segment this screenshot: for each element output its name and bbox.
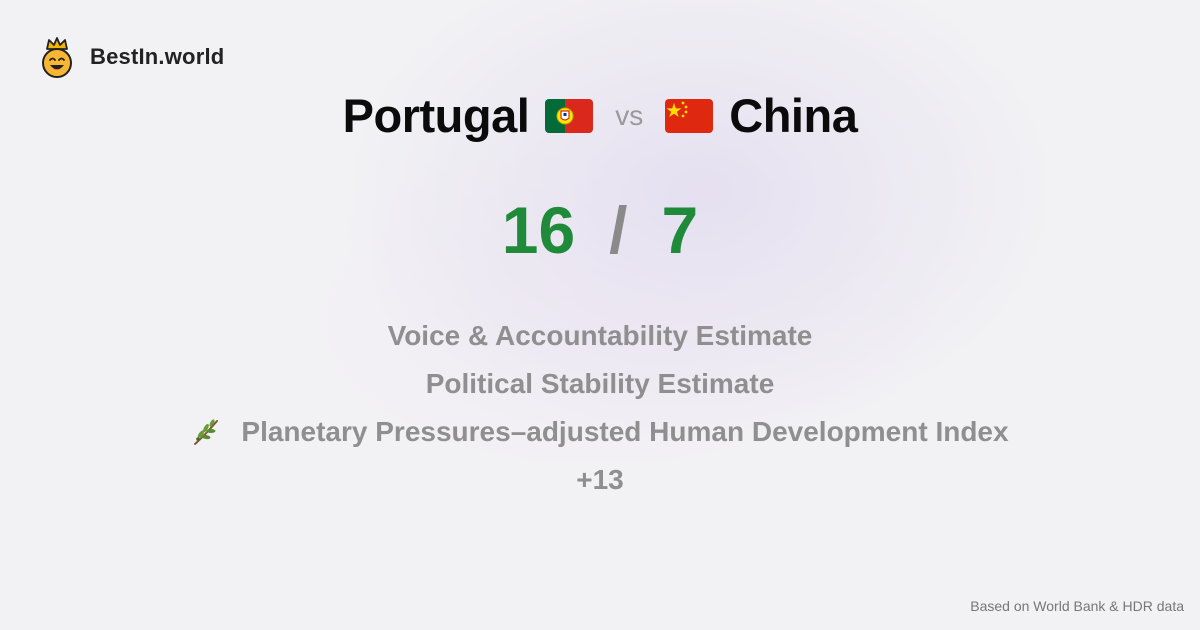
- metric-label: Political Stability Estimate: [425, 368, 775, 399]
- right-score: 7: [661, 193, 699, 267]
- metric-item: Political Stability Estimate: [0, 360, 1200, 408]
- comparison-title: Portugal vs China: [0, 88, 1200, 143]
- more-label: +13: [576, 464, 624, 495]
- right-country-name: China: [729, 89, 858, 142]
- china-flag-icon: [665, 98, 714, 133]
- more-metrics-count[interactable]: +13: [0, 456, 1200, 504]
- metric-label: Planetary Pressures–adjusted Human Devel…: [241, 416, 1009, 447]
- score-separator: /: [609, 193, 628, 267]
- metric-item: Planetary Pressures–adjusted Human Devel…: [0, 408, 1200, 456]
- olive-branch-icon: [194, 419, 219, 445]
- brand[interactable]: BestIn.world: [38, 36, 224, 78]
- left-score: 16: [501, 193, 576, 267]
- metric-item: Voice & Accountability Estimate: [0, 312, 1200, 360]
- vs-label: vs: [615, 99, 644, 131]
- metric-label: Voice & Accountability Estimate: [387, 320, 813, 351]
- data-source-note: Based on World Bank & HDR data: [970, 598, 1184, 614]
- score: 16 / 7: [0, 192, 1200, 268]
- left-country-name: Portugal: [342, 89, 530, 142]
- metrics-list: Voice & Accountability Estimate Politica…: [0, 312, 1200, 504]
- brand-name: BestIn.world: [90, 44, 225, 69]
- portugal-flag-icon: [545, 98, 594, 133]
- crowned-smiley-icon: [42, 37, 72, 78]
